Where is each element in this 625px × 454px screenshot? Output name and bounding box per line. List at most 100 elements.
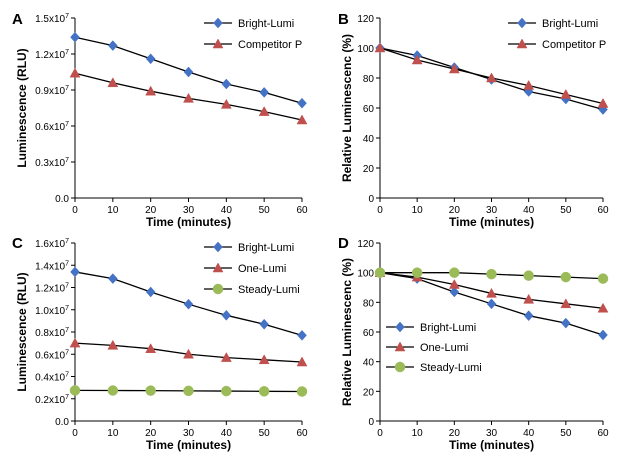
x-tick-label: 10 [107,428,119,439]
data-point [183,348,194,359]
data-point [297,97,307,109]
x-tick-label: 40 [221,205,233,216]
x-tick-label: 0 [72,205,78,216]
x-tick-label: 40 [523,205,535,216]
data-point [145,343,157,353]
data-point [560,88,572,99]
x-tick-label: 60 [597,205,609,216]
x-tick-label: 0 [377,205,383,216]
series-steady-lumi [69,385,308,397]
data-point [523,270,534,281]
y-tick-label: 100 [357,269,374,280]
data-point [486,72,497,83]
x-tick-label: 60 [597,428,609,439]
x-axis-title: Time (minutes) [449,215,534,229]
legend-label: Steady-Lumi [238,284,300,296]
data-point [258,106,270,116]
data-point [296,356,308,367]
x-tick-label: 20 [449,205,461,216]
data-point [597,273,609,284]
x-tick-label: 60 [296,428,308,439]
data-point [183,385,194,397]
legend-marker [394,341,406,352]
data-point [70,31,80,43]
data-point [70,266,80,278]
y-tick-label: 1.6x107 [35,238,69,250]
legend-marker [517,17,527,29]
data-point [411,54,423,65]
data-point [523,79,535,90]
y-tick-label: 0.3x107 [35,157,69,169]
data-point [145,53,156,65]
data-point [411,267,423,278]
x-tick-label: 10 [107,205,119,216]
y-axis-title: Relative Luminescenc (%) [340,34,354,182]
x-tick-label: 20 [449,428,461,439]
x-tick-label: 0 [377,428,383,439]
y-axis-title: Luminescence (RLU) [15,272,29,391]
y-tick-label: 1.2x107 [35,283,69,295]
x-tick-label: 20 [145,428,157,439]
x-tick-label: 50 [560,205,572,216]
x-tick-label: 40 [523,428,535,439]
legend-marker [213,241,223,253]
data-point [107,40,118,51]
y-tick-label: 1.2x107 [35,49,69,61]
data-point [486,298,497,310]
legend-label: Bright-Lumi [238,18,294,30]
legend: Bright-Lumi One-Lumi Steady-Lumi [386,321,482,374]
series-bright-lumi [70,266,307,341]
legend-marker [213,17,223,29]
y-tick-label: 0.6x107 [35,349,69,361]
y-tick-label: 120 [357,14,374,25]
y-tick-label: 0.8x107 [35,327,69,339]
data-point [69,67,81,78]
legend: Bright-Lumi Competitor P [204,17,302,51]
data-point [220,352,232,362]
legend-label: One-Lumi [238,263,286,275]
data-point [560,298,572,309]
data-point [221,309,232,321]
x-tick-label: 50 [560,428,572,439]
data-point [560,271,572,283]
y-tick-label: 1.0x107 [35,305,69,317]
data-point [183,298,194,310]
x-axis-title: Time (minutes) [449,438,534,452]
y-tick-label: 40 [363,134,375,145]
x-tick-label: 10 [412,428,424,439]
data-point [374,267,386,278]
data-point [560,317,571,329]
y-tick-label: 0.2x107 [35,394,69,406]
x-tick-label: 60 [296,205,308,216]
series-competitor-p [374,42,609,108]
x-tick-label: 0 [72,428,78,439]
data-point [523,293,535,304]
x-tick-label: 50 [259,205,271,216]
panel-letter: A [12,11,23,28]
y-tick-label: 20 [363,387,375,398]
legend-label: Bright-Lumi [238,242,294,254]
x-tick-label: 50 [259,428,271,439]
panel-letter: C [12,235,23,252]
data-point [107,385,119,396]
x-tick-label: 30 [486,205,498,216]
y-axis-title: Luminescence (RLU) [15,48,29,167]
data-point [486,268,497,280]
legend-marker [212,283,224,295]
chart-panel-d: D 0 20 40 60 80 100 120 0 10 20 30 40 50 60 Time (minut… [338,235,609,452]
y-tick-label: 1.4x107 [35,260,69,272]
legend-label: One-Lumi [420,342,468,354]
legend-label: Steady-Lumi [420,362,482,374]
data-point [598,329,608,341]
data-point [145,385,156,396]
x-tick-label: 10 [412,205,424,216]
y-tick-label: 120 [357,239,374,250]
data-point [449,267,460,278]
y-tick-label: 60 [363,328,375,339]
data-point [259,318,270,330]
data-point [221,385,232,397]
data-point [297,329,307,341]
legend-marker [394,361,406,373]
y-tick-label: 60 [363,104,375,115]
y-tick-label: 0.0 [55,194,69,205]
